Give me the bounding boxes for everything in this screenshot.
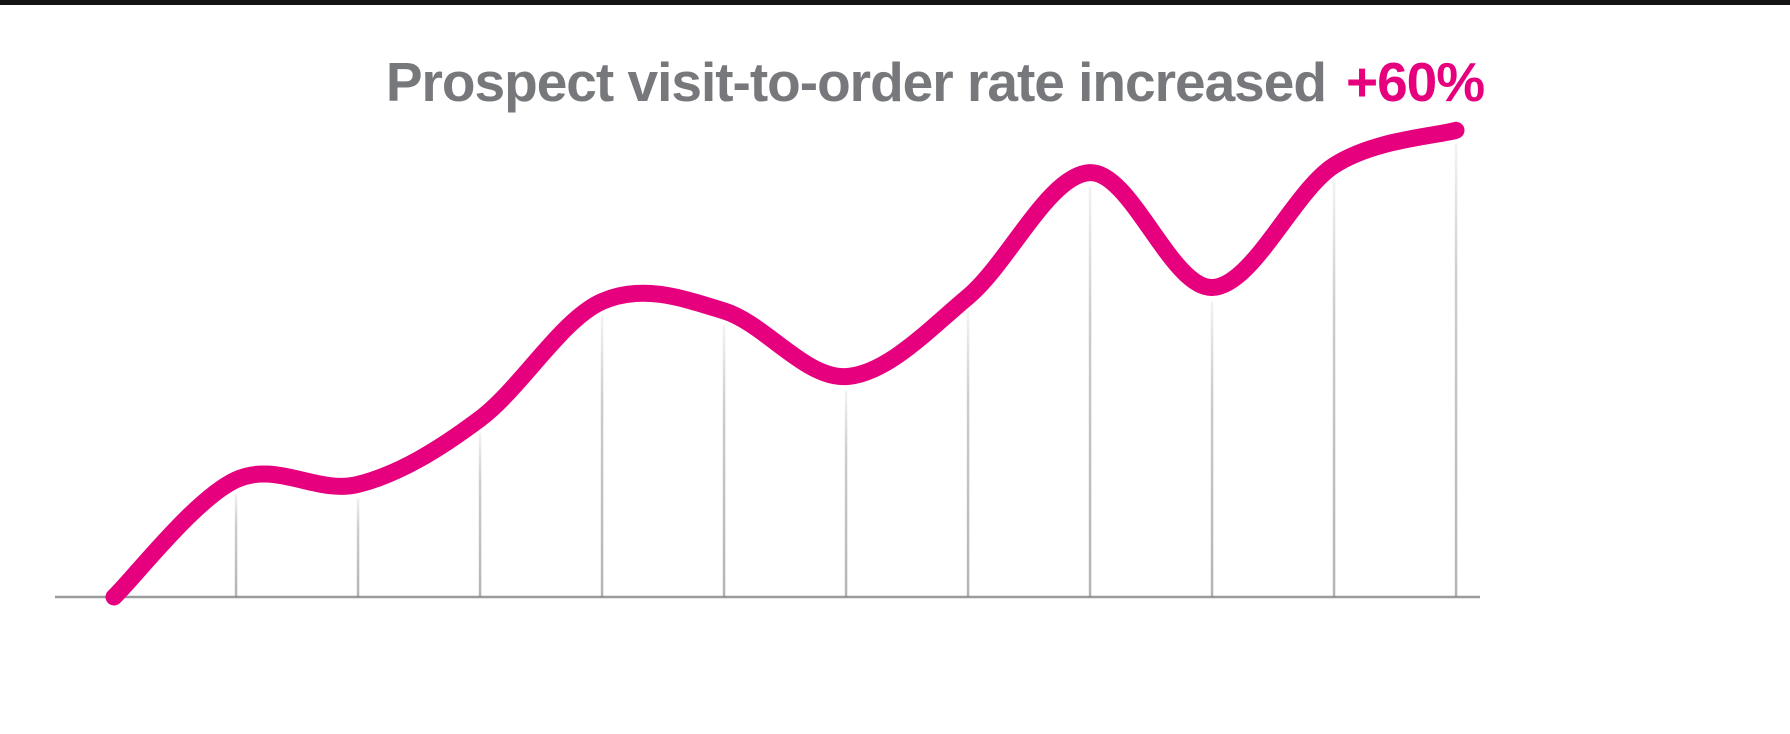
dropline [1332,179,1336,597]
trend-line [105,121,1465,606]
dropline [478,432,482,597]
dropline [1454,144,1458,598]
dropline [966,310,970,597]
chart-annotation-value: +60% [1345,51,1485,113]
dropline [234,493,238,598]
chart-title: Prospect visit-to-order rate increased +6… [40,52,1790,113]
dropline [844,390,848,597]
top-border-bar [0,0,1790,5]
dropline [356,498,360,597]
dropline [1088,186,1092,597]
gridlines [234,144,1458,598]
chart-title-text: Prospect visit-to-order rate increased [385,51,1327,113]
dropline [600,315,604,597]
dropline [722,324,726,597]
dropline [1210,301,1214,597]
